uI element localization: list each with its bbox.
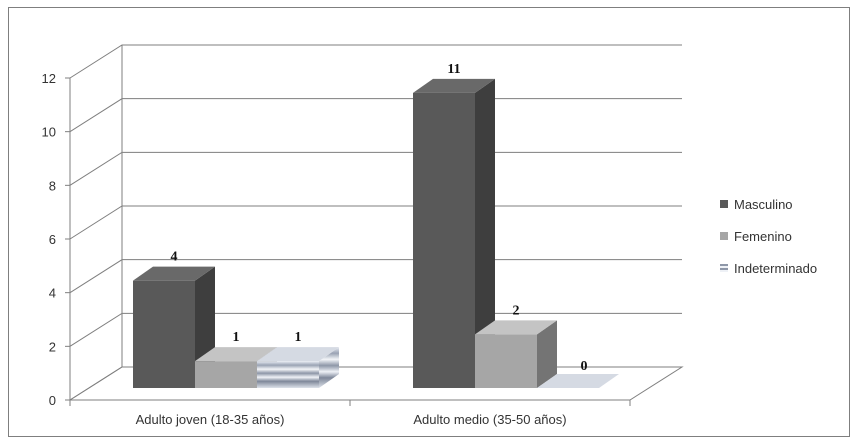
- legend-swatch-femenino: [720, 232, 728, 240]
- data-label: 4: [171, 250, 178, 265]
- y-tick-label: 6: [49, 232, 56, 247]
- data-label: 2: [513, 303, 520, 318]
- y-tick-label: 4: [49, 286, 56, 301]
- gridline: [69, 151, 682, 186]
- bars: [133, 78, 619, 388]
- y-tick-label: 12: [42, 71, 56, 86]
- bar-indeterminado-1: [537, 374, 619, 388]
- data-label: 0: [581, 359, 588, 374]
- category-labels: Adulto joven (18-35 años) Adulto medio (3…: [136, 412, 567, 427]
- y-tick-label: 8: [49, 178, 56, 193]
- x-category-label: Adulto medio (35-50 años): [413, 412, 566, 427]
- y-tick-label: 2: [49, 339, 56, 354]
- legend-item-masculino: Masculino: [720, 188, 817, 220]
- legend-swatch-masculino: [720, 200, 728, 208]
- y-tick-label: 10: [42, 125, 56, 140]
- data-label: 1: [295, 330, 302, 345]
- bar-masculino-1: [413, 78, 495, 388]
- legend-label-masculino: Masculino: [734, 196, 793, 212]
- legend-label-femenino: Femenino: [734, 228, 792, 244]
- legend-item-femenino: Femenino: [720, 220, 817, 252]
- legend-label-indeterminado: Indeterminado: [734, 260, 818, 276]
- bar-masculino-0: [133, 266, 215, 388]
- bar-femenino-1: [475, 320, 557, 388]
- x-category-label: Adulto joven (18-35 años): [136, 412, 285, 427]
- legend: Masculino Femenino Indeterminado: [720, 188, 817, 284]
- gridline: [69, 44, 682, 79]
- axes: [65, 45, 684, 406]
- y-axis-ticks: 0 2 4 6 8 10 12: [42, 71, 56, 408]
- gridline: [69, 205, 682, 240]
- y-tick-label: 0: [49, 393, 56, 408]
- data-label: 1: [233, 330, 240, 345]
- bar-indeterminado-0: [257, 347, 339, 388]
- data-label: 11: [447, 62, 460, 77]
- legend-item-indeterminado: Indeterminado: [720, 252, 817, 284]
- gridline: [69, 98, 682, 133]
- legend-swatch-indeterminado: [720, 264, 728, 272]
